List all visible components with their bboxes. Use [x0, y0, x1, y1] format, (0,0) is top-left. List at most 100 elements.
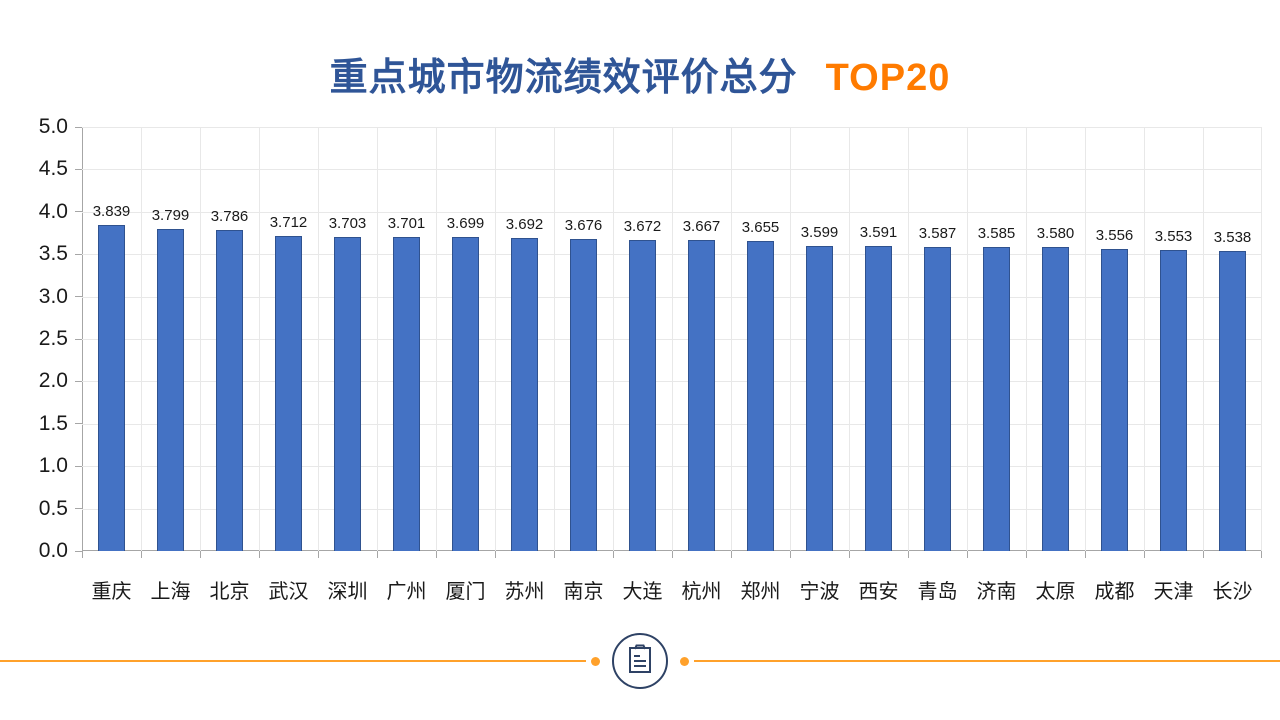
bar [688, 240, 715, 551]
x-axis-label: 上海 [150, 581, 191, 603]
y-axis-label: 3.5 [38, 242, 68, 266]
divider-line-right [694, 660, 1280, 662]
x-axis-tick [1261, 551, 1262, 558]
y-axis-tick [75, 508, 82, 510]
y-axis-label: 3.0 [38, 284, 68, 308]
x-axis-label: 青岛 [917, 581, 958, 603]
x-axis-tick [82, 551, 83, 558]
bar [216, 229, 243, 551]
clipboard-icon-circle [612, 633, 668, 689]
y-axis-tick [75, 465, 82, 467]
bar [452, 237, 479, 551]
x-axis-tick [259, 551, 260, 558]
x-axis-tick [141, 551, 142, 558]
x-axis-label: 厦门 [445, 581, 486, 603]
x-axis-label: 杭州 [681, 581, 722, 603]
x-axis-tick [377, 551, 378, 558]
x-axis-label: 郑州 [740, 581, 781, 603]
x-axis-tick [613, 551, 614, 558]
bar [806, 245, 833, 551]
y-axis-label: 5.0 [38, 115, 68, 138]
x-axis-tick [731, 551, 732, 558]
bar-value-label: 3.587 [918, 224, 957, 242]
y-axis-tick [75, 550, 82, 552]
x-axis-tick [436, 551, 437, 558]
bar-value-label: 3.799 [151, 206, 190, 224]
gridline-v [613, 127, 614, 551]
bar-value-label: 3.692 [505, 215, 544, 233]
bar [570, 239, 597, 551]
y-axis-tick [75, 253, 82, 255]
x-axis-label: 西安 [858, 581, 899, 603]
clipboard-icon [627, 644, 653, 679]
x-axis-tick [1085, 551, 1086, 558]
gridline-v [318, 127, 319, 551]
footer-divider [0, 630, 1280, 692]
x-axis-label: 天津 [1153, 581, 1194, 603]
bar [629, 239, 656, 551]
x-axis-label: 大连 [622, 581, 663, 603]
x-axis-label: 武汉 [268, 581, 309, 603]
bar [983, 247, 1010, 551]
x-axis-tick [908, 551, 909, 558]
gridline-v [554, 127, 555, 551]
bar-value-label: 3.672 [623, 217, 662, 235]
gridline-v [1203, 127, 1204, 551]
bar-value-label: 3.839 [92, 203, 131, 221]
y-axis-tick [75, 126, 82, 128]
gridline-v [672, 127, 673, 551]
bar-value-label: 3.556 [1095, 227, 1134, 245]
y-axis-label: 4.0 [38, 199, 68, 223]
y-axis-tick [75, 380, 82, 382]
title-main: 重点城市物流绩效评价总分 [329, 57, 798, 99]
bar-value-label: 3.580 [1036, 225, 1075, 243]
y-axis-label: 1.0 [38, 454, 68, 478]
bar [1160, 249, 1187, 551]
y-axis-label: 0.5 [38, 496, 68, 520]
y-axis-label: 2.0 [38, 369, 68, 393]
bar-value-label: 3.538 [1213, 228, 1252, 246]
x-axis-tick [318, 551, 319, 558]
y-axis-tick [75, 168, 82, 170]
x-axis-label: 苏州 [504, 581, 545, 603]
bar-value-label: 3.599 [800, 223, 839, 241]
x-axis-label: 北京 [209, 581, 250, 603]
bar-value-label: 3.699 [446, 215, 485, 233]
x-axis-tick [1203, 551, 1204, 558]
bar [1219, 250, 1246, 551]
gridline-v [1144, 127, 1145, 551]
gridline-v [967, 127, 968, 551]
bar [1101, 249, 1128, 551]
x-axis-tick [554, 551, 555, 558]
x-axis-tick [200, 551, 201, 558]
y-axis-label: 1.5 [38, 411, 68, 435]
bar-value-label: 3.655 [741, 219, 780, 237]
x-axis-tick [790, 551, 791, 558]
x-axis-label: 济南 [976, 581, 1017, 603]
bar [924, 246, 951, 551]
x-axis-tick [849, 551, 850, 558]
chart-title: 重点城市物流绩效评价总分 TOP20 [0, 46, 1280, 101]
bar [511, 237, 538, 551]
bar-value-label: 3.712 [269, 214, 308, 232]
bar [865, 246, 892, 551]
y-axis-tick [75, 338, 82, 340]
x-axis-label: 广州 [386, 581, 427, 603]
x-axis-label: 成都 [1094, 581, 1135, 603]
y-axis-tick [75, 296, 82, 298]
gridline-v [1085, 127, 1086, 551]
x-axis-tick [1026, 551, 1027, 558]
x-axis-label: 宁波 [799, 581, 840, 603]
x-axis-label: 南京 [563, 581, 604, 603]
bar [747, 241, 774, 551]
bar [157, 228, 184, 551]
x-axis-tick [1144, 551, 1145, 558]
gridline-v [495, 127, 496, 551]
y-axis-tick [75, 211, 82, 213]
y-axis-label: 0.0 [38, 539, 68, 562]
x-axis-label: 深圳 [327, 581, 368, 603]
gridline-v [908, 127, 909, 551]
gridline-v [259, 127, 260, 551]
gridline-v [790, 127, 791, 551]
